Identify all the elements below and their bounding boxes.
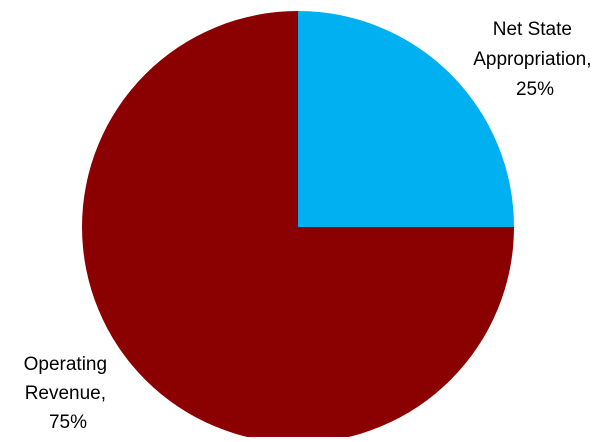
slice-label-net-state-appropriation: Net State Appropriation, 25% bbox=[473, 19, 597, 100]
slice-label-line: Revenue, bbox=[25, 383, 106, 404]
pie-slice-operating-revenue bbox=[82, 11, 514, 442]
slice-label-line: Net State bbox=[493, 19, 572, 40]
slice-label-operating-revenue: Operating Revenue, 75% bbox=[24, 354, 113, 433]
slice-label-line: 75% bbox=[49, 412, 87, 433]
slice-label-line: Appropriation, bbox=[473, 49, 591, 70]
slice-label-line: 25% bbox=[516, 79, 554, 100]
pie-slice-net-state-appropriation bbox=[298, 11, 514, 227]
slice-label-line: Operating bbox=[24, 354, 107, 375]
pie-slices bbox=[82, 11, 514, 442]
